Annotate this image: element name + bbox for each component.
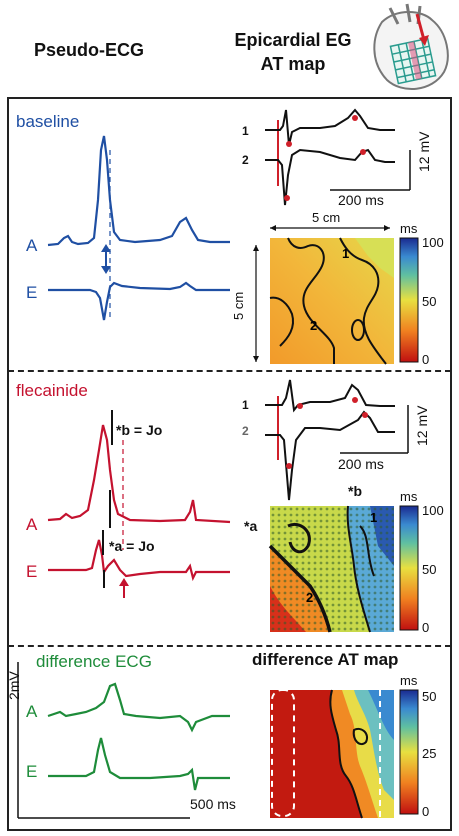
flecainide-eg-label-2: 2 [242, 424, 249, 438]
baseline-eg-label-1: 1 [242, 124, 249, 138]
difference-map-unit: ms [400, 673, 418, 688]
flecainide-trace-e [48, 539, 230, 582]
flecainide-map-unit: ms [400, 489, 418, 504]
header-epicardial-line2: AT map [260, 54, 326, 74]
baseline-at-map: 1 2 [269, 237, 394, 365]
difference-at-map [270, 689, 394, 819]
baseline-map-site-1: 1 [342, 246, 349, 261]
flecainide-lead-e: E [26, 562, 38, 581]
flecainide-eg-1 [265, 379, 395, 413]
flecainide-lead-a: A [26, 515, 38, 534]
baseline-scale-time: 200 ms [338, 192, 384, 208]
header-epicardial-line1: Epicardial EG [234, 30, 352, 50]
heart-icon [373, 3, 449, 91]
baseline-cb-tick-100: 100 [422, 235, 444, 250]
baseline-eg-1 [265, 108, 395, 146]
flecainide-star-b: *b [348, 483, 362, 499]
baseline-map-unit: ms [400, 221, 418, 236]
header-pseudo-ecg: Pseudo-ECG [34, 40, 145, 60]
flecainide-colorbar [399, 505, 419, 631]
baseline-trace-a [47, 135, 230, 247]
baseline-title: baseline [16, 112, 80, 131]
flecainide-cb-tick-0: 0 [422, 620, 430, 635]
separator-2 [8, 645, 451, 647]
difference-trace-e [48, 737, 230, 791]
flecainide-map-site-1: 1 [370, 510, 377, 525]
flecainide-at-map: 2 1 [268, 505, 394, 633]
flecainide-map-site-2: 2 [306, 590, 313, 605]
difference-title: difference ECG [36, 652, 152, 671]
baseline-cb-tick-0: 0 [422, 352, 430, 367]
flecainide-trace-a [47, 424, 231, 524]
baseline-lead-a: A [26, 236, 38, 255]
baseline-cb-tick-50: 50 [422, 294, 437, 309]
figure-frame [7, 97, 452, 831]
flecainide-eg-2 [265, 410, 395, 501]
flecainide-annot-a: *a = Jo [109, 538, 155, 554]
difference-lead-e: E [26, 762, 38, 781]
baseline-eg-2 [265, 148, 395, 206]
baseline-trace-e [48, 281, 230, 321]
flecainide-scale-time: 200 ms [338, 456, 384, 472]
flecainide-cb-tick-50: 50 [422, 562, 437, 577]
baseline-lead-e: E [26, 283, 38, 302]
flecainide-star-a: *a [244, 518, 258, 534]
header-epicardial: Epicardial EG AT map [228, 28, 358, 76]
flecainide-eg-label-1: 1 [242, 398, 249, 412]
difference-map-title: difference AT map [252, 650, 399, 669]
difference-trace-a [47, 682, 230, 733]
difference-lead-a: A [26, 702, 38, 721]
baseline-eg-label-2: 2 [242, 153, 249, 167]
flecainide-annot-b: *b = Jo [116, 422, 163, 438]
difference-colorbar [399, 689, 419, 815]
baseline-map-site-2: 2 [310, 318, 317, 333]
baseline-colorbar [399, 237, 419, 363]
difference-scale-time: 500 ms [190, 796, 236, 812]
flecainide-title: flecainide [16, 381, 88, 400]
flecainide-cb-tick-100: 100 [422, 503, 444, 518]
baseline-map-width: 5 cm [312, 210, 341, 225]
separator-1 [8, 370, 451, 372]
difference-cb-tick-50: 50 [422, 689, 437, 704]
difference-cb-tick-25: 25 [422, 746, 437, 761]
difference-cb-tick-0: 0 [422, 804, 430, 819]
